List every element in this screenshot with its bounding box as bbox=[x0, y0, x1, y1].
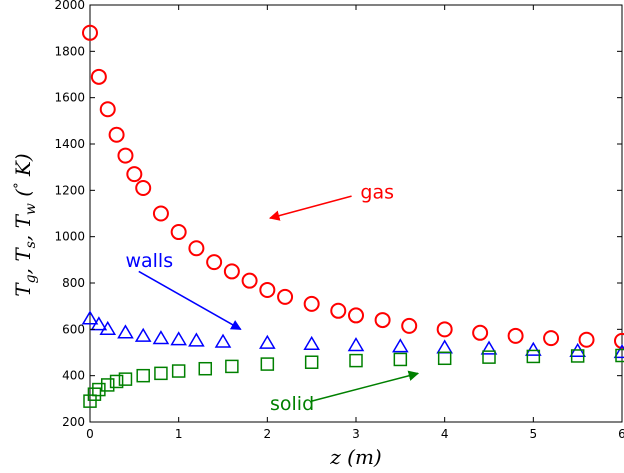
gas-point bbox=[507, 327, 524, 344]
walls-point bbox=[613, 344, 624, 359]
x-axis-label: z (m) bbox=[329, 445, 381, 469]
walls-point bbox=[188, 332, 205, 347]
solid-point bbox=[393, 352, 408, 367]
x-tick-label: 0 bbox=[86, 427, 94, 441]
solid-point bbox=[100, 378, 115, 392]
gas-point bbox=[152, 205, 169, 222]
y-tick-label: 1000 bbox=[54, 230, 85, 244]
walls-point bbox=[525, 341, 542, 356]
gas-point bbox=[135, 180, 152, 197]
annotation-layer: gas walls solid bbox=[125, 182, 420, 415]
walls-arrow bbox=[138, 270, 242, 330]
x-tick-label: 3 bbox=[352, 427, 360, 441]
y-tick-label: 1400 bbox=[54, 137, 85, 151]
x-tick-label: 4 bbox=[441, 427, 449, 441]
y-tick-label: 1800 bbox=[54, 44, 85, 58]
gas-point bbox=[277, 288, 294, 305]
gas-point bbox=[578, 331, 595, 348]
walls-point bbox=[392, 338, 409, 353]
solid-point bbox=[171, 364, 186, 378]
gas-point bbox=[543, 330, 560, 347]
solid-arrow bbox=[311, 370, 420, 402]
plot-area bbox=[89, 4, 623, 423]
gas-point bbox=[259, 281, 276, 298]
walls-annotation: walls bbox=[125, 250, 173, 272]
series-layer bbox=[81, 24, 624, 408]
solid-point bbox=[136, 368, 150, 383]
solid-point bbox=[92, 382, 106, 397]
walls-point bbox=[152, 330, 170, 345]
y-tick-label: 1600 bbox=[54, 91, 85, 105]
gas-point bbox=[401, 317, 418, 334]
solid-point bbox=[615, 348, 624, 363]
gas-point bbox=[170, 224, 187, 241]
walls-point bbox=[81, 310, 99, 325]
y-tick-label: 2000 bbox=[54, 0, 85, 12]
solid-point bbox=[154, 366, 168, 381]
gas-annotation: gas bbox=[360, 182, 394, 204]
walls-point bbox=[170, 331, 187, 346]
walls-point bbox=[303, 335, 320, 351]
solid-point bbox=[198, 361, 213, 376]
walls-point bbox=[347, 337, 365, 352]
x-tick-label: 6 bbox=[618, 427, 624, 441]
solid-point bbox=[437, 351, 452, 366]
walls-point bbox=[134, 327, 152, 342]
solid-point bbox=[87, 387, 102, 401]
plot-frame bbox=[89, 4, 623, 423]
solid-point bbox=[482, 350, 496, 364]
axis-layer: 0 1 2 3 4 5 6 200 400 600 800 1000 1200 1400 1600 1800 2… bbox=[54, 0, 624, 441]
y-tick-label: 200 bbox=[62, 415, 85, 429]
solid-point bbox=[260, 357, 275, 371]
gas-point bbox=[188, 240, 205, 257]
series-gas bbox=[82, 24, 624, 349]
gas-point bbox=[126, 166, 143, 183]
y-tick-label: 800 bbox=[62, 276, 85, 290]
walls-point bbox=[117, 324, 134, 339]
solid-point bbox=[118, 372, 133, 386]
gas-arrow bbox=[268, 195, 352, 221]
gas-point bbox=[330, 302, 347, 319]
solid-point bbox=[109, 374, 124, 389]
walls-point bbox=[90, 316, 108, 331]
walls-point bbox=[480, 340, 498, 355]
gas-point bbox=[223, 263, 240, 280]
y-axis-label: Tg, Ts, Tw (° K) bbox=[11, 153, 39, 296]
gas-point bbox=[436, 321, 453, 338]
gas-point bbox=[108, 126, 125, 143]
gas-point bbox=[614, 332, 624, 349]
gas-point bbox=[206, 254, 223, 271]
solid-point bbox=[83, 394, 97, 408]
gas-point bbox=[348, 307, 364, 324]
gas-point bbox=[303, 295, 320, 312]
gas-point bbox=[472, 324, 489, 341]
x-tick-label: 5 bbox=[530, 427, 538, 441]
gas-point bbox=[117, 147, 134, 164]
solid-point bbox=[304, 355, 319, 369]
gas-point bbox=[82, 24, 98, 41]
walls-point bbox=[214, 333, 232, 348]
y-tick-label: 400 bbox=[62, 369, 85, 383]
gas-point bbox=[241, 272, 258, 289]
y-tick-label: 600 bbox=[62, 322, 85, 336]
series-solid bbox=[83, 348, 624, 408]
solid-point bbox=[349, 353, 363, 368]
gas-point bbox=[374, 312, 391, 329]
walls-point bbox=[99, 320, 117, 335]
y-tick-label: 1200 bbox=[54, 183, 85, 197]
walls-point bbox=[259, 334, 276, 349]
x-tick-label: 1 bbox=[175, 427, 183, 441]
x-tick-label: 2 bbox=[264, 427, 272, 441]
gas-point bbox=[99, 101, 116, 118]
solid-point bbox=[526, 349, 541, 364]
solid-point bbox=[225, 359, 239, 374]
solid-point bbox=[570, 349, 585, 363]
solid-annotation: solid bbox=[270, 393, 314, 415]
gas-point bbox=[90, 68, 107, 85]
